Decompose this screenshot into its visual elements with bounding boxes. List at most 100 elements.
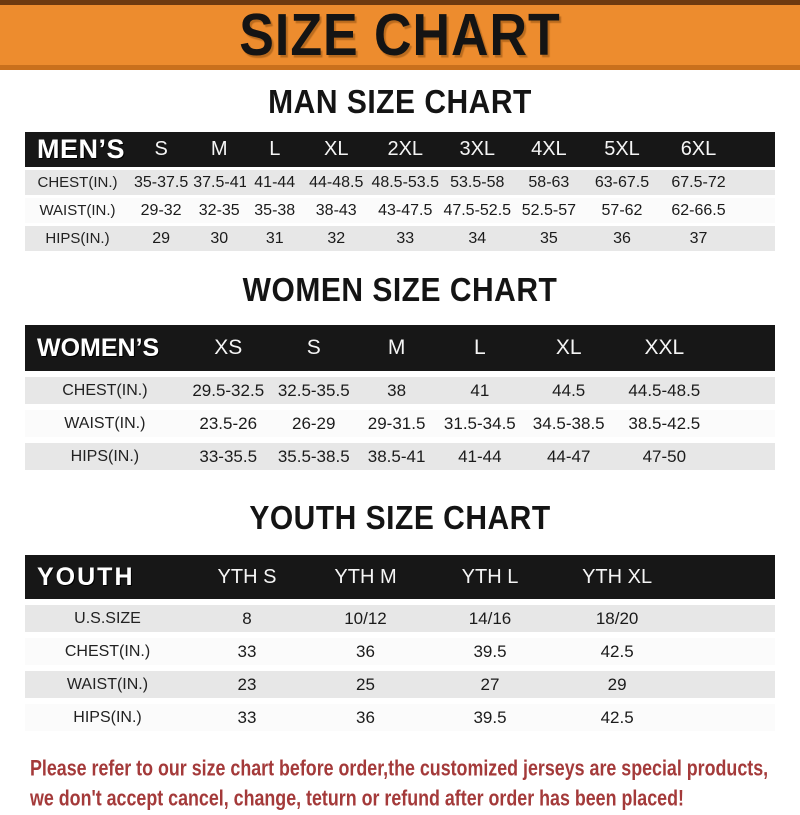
size-value-cell: 44-48.5: [303, 170, 370, 195]
size-value-cell: 42.5: [552, 704, 682, 731]
size-value-cell: 47.5-52.5: [441, 198, 514, 223]
size-column-header: M: [355, 325, 438, 371]
footer-line-2: we don't accept cancel, change, teturn o…: [30, 786, 684, 811]
size-value-cell: 23: [190, 671, 304, 698]
size-value-cell: 26-29: [271, 410, 356, 437]
banner: SIZE CHART: [0, 0, 800, 70]
spacer-cell: [713, 325, 775, 371]
row-label: CHEST(IN.): [25, 638, 190, 665]
size-value-cell: 32.5-35.5: [271, 377, 356, 404]
measurement-row: HIPS(IN.) 33-35.5 35.5-38.5 38.5-41 41-44 44-…: [25, 443, 775, 470]
spacer-cell: [737, 170, 775, 195]
spacer-cell: [713, 410, 775, 437]
size-value-cell: 41-44: [437, 443, 523, 470]
size-column-header: 5XL: [584, 132, 660, 167]
size-value-cell: 67.5-72: [659, 170, 738, 195]
size-column-header: XXL: [615, 325, 714, 371]
size-column-header: XL: [522, 325, 616, 371]
size-value-cell: 8: [190, 605, 304, 632]
measurement-row: WAIST(IN.) 23 25 27 29: [25, 671, 775, 698]
row-label: U.S.SIZE: [25, 605, 190, 632]
size-value-cell: 35: [513, 226, 585, 251]
header-row: MEN’S S M L XL 2XL 3XL 4XL 5XL 6XL: [25, 132, 775, 167]
size-value-cell: 29: [130, 226, 193, 251]
size-value-cell: 27: [427, 671, 553, 698]
size-value-cell: 32: [303, 226, 370, 251]
size-value-cell: 34: [441, 226, 514, 251]
men-section: MAN SIZE CHART MEN’S S M L XL 2XL 3XL 4XL 5XL 6XL C…: [0, 84, 800, 254]
size-value-cell: 44-47: [522, 443, 616, 470]
size-column-header: XS: [184, 325, 272, 371]
size-value-cell: 35-37.5: [130, 170, 193, 195]
size-value-cell: 35.5-38.5: [271, 443, 356, 470]
size-value-cell: 43-47.5: [369, 198, 442, 223]
size-column-header: YTH XL: [552, 555, 682, 599]
size-value-cell: 10/12: [304, 605, 427, 632]
size-column-header: L: [437, 325, 523, 371]
size-value-cell: 42.5: [552, 638, 682, 665]
size-column-header: 6XL: [659, 132, 738, 167]
size-value-cell: 23.5-26: [184, 410, 272, 437]
size-column-header: L: [246, 132, 304, 167]
measurement-row: CHEST(IN.) 35-37.5 37.5-41 41-44 44-48.5 48.5…: [25, 170, 775, 195]
size-value-cell: 33: [190, 704, 304, 731]
men-table-title: MEN’S: [25, 132, 130, 167]
size-value-cell: 37: [659, 226, 738, 251]
men-size-table: MEN’S S M L XL 2XL 3XL 4XL 5XL 6XL CHEST(IN.) 35-37…: [25, 129, 775, 254]
youth-size-table: YOUTH YTH S YTH M YTH L YTH XL U.S.SIZE 8 10/12…: [25, 549, 775, 737]
size-value-cell: 44.5-48.5: [615, 377, 714, 404]
size-value-cell: 52.5-57: [513, 198, 585, 223]
size-value-cell: 38.5-42.5: [615, 410, 714, 437]
footer-line-1: Please refer to our size chart before or…: [30, 756, 769, 781]
size-value-cell: 36: [304, 638, 427, 665]
size-column-header: YTH M: [304, 555, 427, 599]
women-size-table: WOMEN’S XS S M L XL XXL CHEST(IN.) 29.5-32.5 32.5…: [25, 319, 775, 476]
measurement-row: CHEST(IN.) 29.5-32.5 32.5-35.5 38 41 44.5 44.5…: [25, 377, 775, 404]
size-value-cell: 58-63: [513, 170, 585, 195]
size-value-cell: 38: [355, 377, 438, 404]
row-label: WAIST(IN.): [25, 671, 190, 698]
size-column-header: S: [271, 325, 356, 371]
size-value-cell: 18/20: [552, 605, 682, 632]
header-row: YOUTH YTH S YTH M YTH L YTH XL: [25, 555, 775, 599]
size-value-cell: 31.5-34.5: [437, 410, 523, 437]
spacer-cell: [681, 555, 775, 599]
size-value-cell: 62-66.5: [659, 198, 738, 223]
size-value-cell: 29: [552, 671, 682, 698]
size-value-cell: 33: [369, 226, 442, 251]
measurement-row: U.S.SIZE 8 10/12 14/16 18/20: [25, 605, 775, 632]
size-value-cell: 32-35: [192, 198, 247, 223]
size-value-cell: 30: [192, 226, 247, 251]
size-value-cell: 39.5: [427, 704, 553, 731]
size-value-cell: 37.5-41: [192, 170, 247, 195]
size-value-cell: 14/16: [427, 605, 553, 632]
spacer-cell: [681, 638, 775, 665]
size-value-cell: 34.5-38.5: [522, 410, 616, 437]
size-value-cell: 47-50: [615, 443, 714, 470]
spacer-cell: [713, 443, 775, 470]
row-label: HIPS(IN.): [25, 443, 185, 470]
size-column-header: YTH L: [427, 555, 553, 599]
spacer-cell: [737, 132, 775, 167]
footer-note: Please refer to our size chart before or…: [0, 754, 800, 814]
row-label: HIPS(IN.): [25, 226, 130, 251]
youth-section-heading: YOUTH SIZE CHART: [249, 500, 551, 537]
spacer-cell: [713, 377, 775, 404]
measurement-row: WAIST(IN.) 23.5-26 26-29 29-31.5 31.5-34.5 34…: [25, 410, 775, 437]
size-value-cell: 29.5-32.5: [184, 377, 272, 404]
size-value-cell: 36: [304, 704, 427, 731]
row-label: CHEST(IN.): [25, 170, 130, 195]
women-table-title: WOMEN’S: [25, 325, 185, 371]
measurement-row: CHEST(IN.) 33 36 39.5 42.5: [25, 638, 775, 665]
size-value-cell: 41: [437, 377, 523, 404]
size-value-cell: 25: [304, 671, 427, 698]
size-column-header: S: [130, 132, 193, 167]
size-column-header: 4XL: [513, 132, 585, 167]
size-value-cell: 63-67.5: [584, 170, 660, 195]
spacer-cell: [681, 704, 775, 731]
youth-table-title: YOUTH: [25, 555, 190, 599]
measurement-row: HIPS(IN.) 29 30 31 32 33 34 35 36 37: [25, 226, 775, 251]
size-column-header: 3XL: [441, 132, 514, 167]
size-value-cell: 33: [190, 638, 304, 665]
